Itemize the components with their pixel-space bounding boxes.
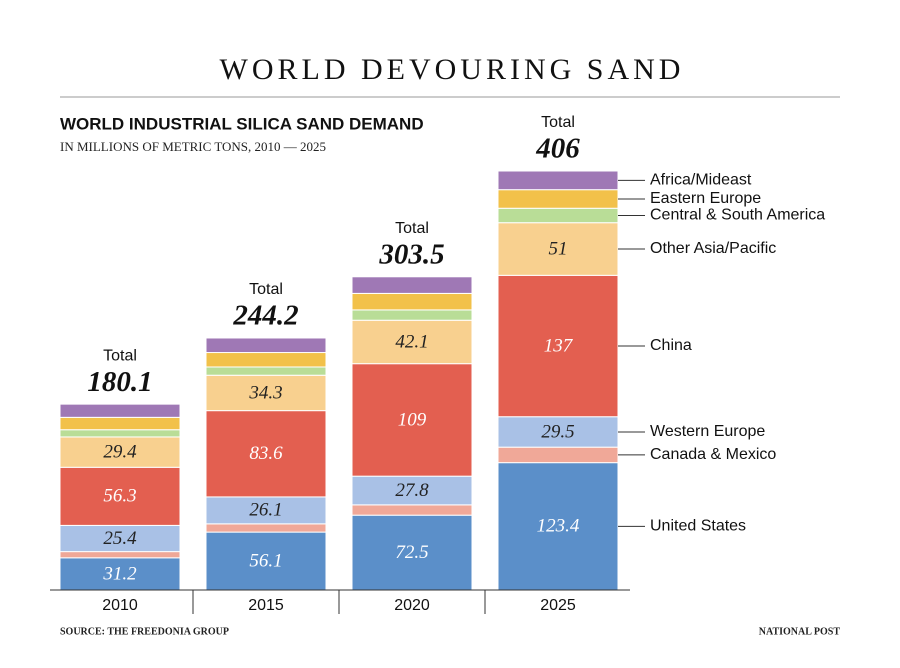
x-tick-label: 2020 (394, 597, 430, 614)
value-label: 34.3 (248, 382, 282, 403)
value-label: 137 (544, 335, 574, 356)
legend-label: Eastern Europe (650, 190, 761, 207)
x-tick-label: 2015 (248, 597, 284, 614)
bar-segment (59, 524, 181, 553)
bar-segment (205, 337, 327, 354)
bar-segment (351, 504, 473, 516)
total-value: 406 (535, 133, 580, 165)
bar-segment (497, 446, 619, 464)
bar-segment (205, 410, 327, 498)
bar-segment (205, 374, 327, 412)
value-label: 109 (398, 409, 427, 430)
subtitle: WORLD INDUSTRIAL SILICA SAND DEMAND (60, 114, 424, 133)
total-label: Total (541, 114, 575, 131)
bar-segment (497, 170, 619, 191)
bar-segment (59, 551, 181, 559)
value-label: 42.1 (395, 331, 428, 352)
source: SOURCE: THE FREEDONIA GROUP (60, 626, 229, 637)
chart-title: WORLD DEVOURING SAND (220, 53, 685, 86)
bar-segment (205, 523, 327, 533)
bar-segment (351, 363, 473, 477)
bar-segment (351, 319, 473, 365)
total-label: Total (103, 347, 137, 364)
bar-segment (351, 514, 473, 591)
bar-segment (59, 436, 181, 468)
value-label: 56.3 (103, 486, 136, 507)
value-label: 123.4 (537, 516, 580, 537)
bar-segment (205, 352, 327, 368)
total-label: Total (395, 220, 429, 237)
value-label: 51 (549, 238, 568, 259)
bar-segment (351, 292, 473, 311)
legend-label: Africa/Mideast (650, 172, 752, 189)
subtitle2: IN MILLIONS OF METRIC TONS, 2010 — 2025 (60, 139, 326, 154)
bar-segment (59, 403, 181, 418)
value-label: 29.4 (103, 441, 137, 462)
value-label: 25.4 (103, 528, 137, 549)
value-label: 56.1 (249, 550, 282, 571)
x-tick-label: 2010 (102, 597, 138, 614)
legend-label: Central & South America (650, 207, 825, 224)
bar-segment (59, 429, 181, 438)
value-label: 31.2 (102, 563, 137, 584)
total-value: 303.5 (378, 238, 444, 270)
bar-segment (351, 276, 473, 294)
bar-segment (497, 462, 619, 591)
value-label: 27.8 (395, 480, 429, 501)
value-label: 29.5 (541, 421, 574, 442)
bar-segment (351, 309, 473, 321)
value-label: 72.5 (395, 542, 428, 563)
total-value: 180.1 (87, 366, 152, 398)
bar-segment (59, 416, 181, 431)
total-label: Total (249, 281, 283, 298)
legend-label: United States (650, 518, 746, 535)
legend-label: Other Asia/Pacific (650, 240, 776, 257)
value-label: 83.6 (249, 443, 283, 464)
total-value: 244.2 (232, 300, 298, 332)
credit: NATIONAL POST (759, 626, 841, 637)
bar-segment (205, 366, 327, 376)
legend-label: China (650, 337, 692, 354)
x-tick-label: 2025 (540, 597, 576, 614)
bar-segment (205, 496, 327, 525)
bar-segment (497, 189, 619, 209)
bar-segment (205, 531, 327, 591)
bar-segment (497, 222, 619, 276)
legend-label: Western Europe (650, 423, 765, 440)
legend-label: Canada & Mexico (650, 446, 776, 463)
value-label: 26.1 (249, 500, 282, 521)
bar-segment (497, 207, 619, 224)
